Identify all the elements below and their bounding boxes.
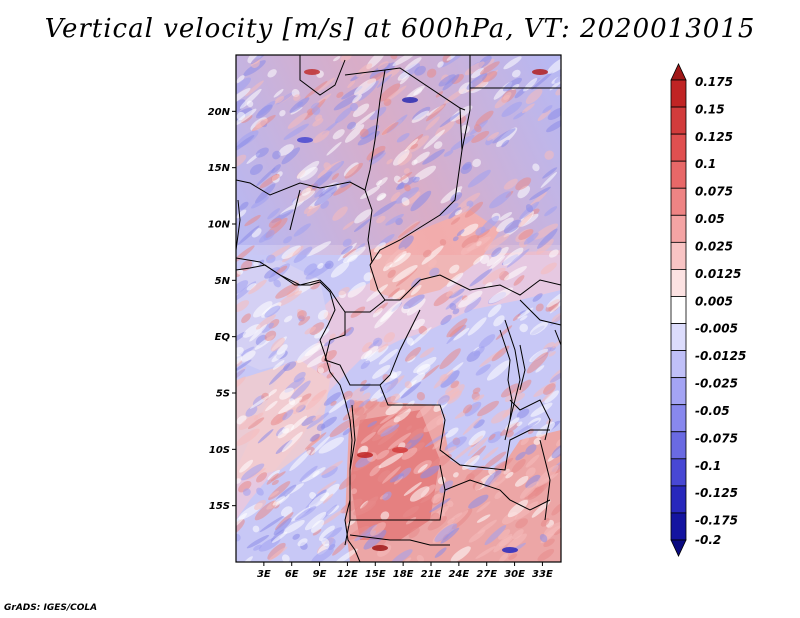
- lon-tick-label: 15E: [365, 569, 386, 580]
- colorbar-swatch: [670, 458, 687, 487]
- colorbar-swatch: [670, 269, 687, 297]
- colorbar-label: 0.125: [695, 130, 733, 144]
- lon-tick-label: 6E: [285, 569, 299, 580]
- colorbar-swatch: [670, 539, 687, 557]
- colorbar-swatch: [670, 187, 687, 216]
- lon-tick-label: 21E: [421, 569, 442, 580]
- grads-credit: GrADS: IGES/COLA: [4, 603, 98, 613]
- colorbar-swatch: [670, 214, 687, 243]
- colorbar-swatch: [670, 79, 687, 108]
- colorbar-swatch: [670, 323, 687, 351]
- lon-tick-label: 27E: [476, 569, 497, 580]
- lat-tick-label: 15N: [208, 163, 231, 174]
- colorbar-label: -0.1: [695, 459, 721, 473]
- colorbar-label: 0.05: [695, 212, 725, 226]
- colorbar-label: 0.0125: [695, 267, 741, 281]
- colorbar: 0.175 0.15 0.125 0.1 0.075 0.05 0.025 0.0125 0.0…: [670, 63, 746, 557]
- colorbar-label: 0.005: [695, 294, 733, 308]
- colorbar-swatch: [670, 160, 687, 189]
- colorbar-swatch: [670, 350, 687, 379]
- map-frame: [235, 54, 562, 563]
- colorbar-swatch: [670, 431, 687, 460]
- velocity-field: [236, 55, 561, 562]
- lon-tick-label: 12E: [337, 569, 358, 580]
- lat-tick-label: 20N: [208, 107, 231, 118]
- colorbar-swatch: [670, 296, 687, 324]
- lon-tick-label: 33E: [532, 569, 553, 580]
- lat-tick-label: 10S: [209, 445, 230, 456]
- lat-tick-label: 5N: [215, 276, 231, 287]
- colorbar-label: -0.0125: [695, 349, 746, 363]
- colorbar-swatch: [670, 485, 687, 514]
- colorbar-label: -0.025: [695, 377, 738, 391]
- colorbar-label: -0.125: [695, 486, 738, 500]
- lat-tick-label: EQ: [215, 332, 231, 343]
- lon-tick-label: 24E: [448, 569, 469, 580]
- colorbar-label: -0.05: [695, 404, 730, 418]
- map-title: Vertical velocity [m/s] at 600hPa, VT: 2…: [44, 14, 756, 44]
- colorbar-label: 0.025: [695, 239, 733, 253]
- colorbar-label: -0.075: [695, 431, 738, 445]
- colorbar-label: 0.175: [695, 75, 733, 89]
- lon-tick-label: 18E: [393, 569, 414, 580]
- colorbar-label: 0.1: [695, 157, 716, 171]
- colorbar-label: -0.005: [695, 322, 738, 336]
- lon-tick-label: 30E: [504, 569, 525, 580]
- lon-tick-label: 9E: [313, 569, 327, 580]
- lon-tick-label: 3E: [257, 569, 271, 580]
- latitude-axis: 20N 15N 10N 5N EQ 5S 10S 15S: [208, 107, 236, 512]
- colorbar-swatch: [670, 63, 687, 81]
- longitude-axis: 3E 6E 9E 12E 15E 18E 21E 24E 27E 30E 33E: [257, 562, 553, 580]
- colorbar-label: 0.075: [695, 185, 733, 199]
- colorbar-label: 0.15: [695, 102, 725, 116]
- colorbar-swatch: [670, 133, 687, 162]
- colorbar-swatch: [670, 404, 687, 433]
- colorbar-swatch: [670, 106, 687, 135]
- colorbar-swatch: [670, 241, 687, 270]
- colorbar-swatch: [670, 377, 687, 406]
- lat-tick-label: 15S: [209, 501, 230, 512]
- colorbar-swatch: [670, 512, 687, 541]
- colorbar-label: -0.2: [695, 533, 721, 547]
- coastline: [236, 199, 526, 562]
- colorbar-label: -0.175: [695, 514, 738, 528]
- lat-tick-label: 5S: [216, 389, 230, 400]
- lat-tick-label: 10N: [208, 220, 231, 231]
